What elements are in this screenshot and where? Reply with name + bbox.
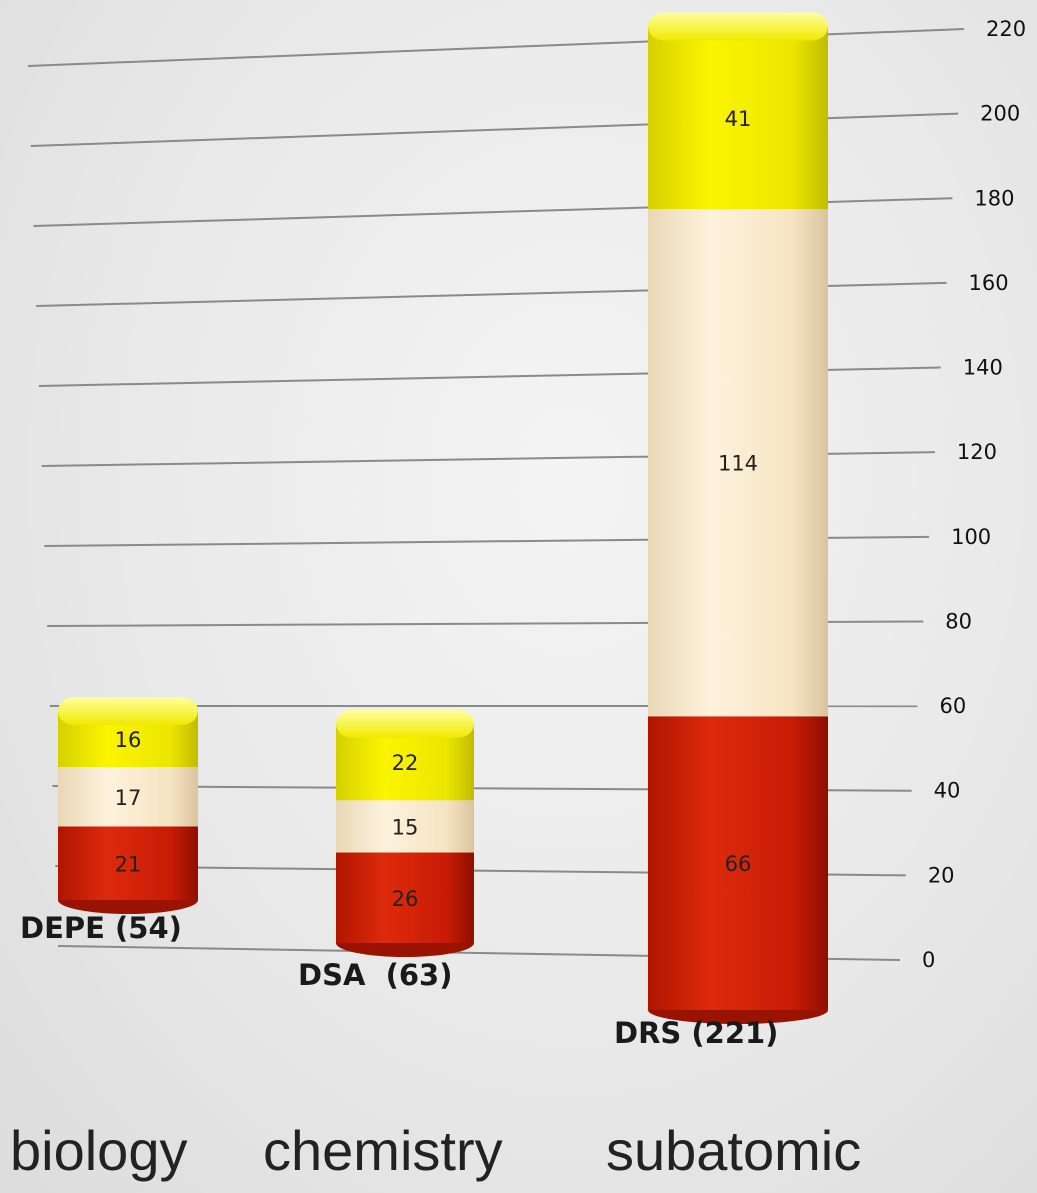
y-tick-label-80: 80 bbox=[945, 609, 972, 633]
bar-top-cap bbox=[336, 709, 474, 738]
y-axis-tick-labels: 0 20 40 60 80 100 120 140 160 180 200 220 bbox=[922, 17, 1026, 972]
bar-segment-cream bbox=[336, 800, 474, 853]
bar-1: 21 17 16 bbox=[58, 697, 198, 914]
field-label-subatomic: subatomic bbox=[606, 1119, 862, 1182]
data-label-yellow: 22 bbox=[392, 751, 419, 775]
bars: 21 17 16 26 15 22 66 114 41 bbox=[58, 12, 828, 1024]
y-tick-label-100: 100 bbox=[951, 525, 991, 549]
bar-segment-cream bbox=[648, 209, 828, 717]
bar-segment-cream bbox=[58, 767, 198, 827]
y-tick-label-60: 60 bbox=[939, 694, 966, 718]
field-label-chemistry: chemistry bbox=[263, 1119, 503, 1182]
field-label-biology: biology bbox=[10, 1119, 188, 1182]
category-label-2: DSA (63) bbox=[298, 958, 452, 992]
bar-top-cap bbox=[58, 697, 198, 725]
category-label-1: DEPE (54) bbox=[20, 911, 182, 945]
bar-segment-red bbox=[336, 852, 474, 943]
bar-segment-red bbox=[58, 826, 198, 900]
y-tick-label-120: 120 bbox=[957, 440, 997, 464]
data-label-red: 66 bbox=[725, 852, 752, 876]
data-label-red: 26 bbox=[392, 887, 419, 911]
data-label-red: 21 bbox=[115, 852, 142, 876]
y-tick-label-40: 40 bbox=[934, 779, 961, 803]
y-tick-label-180: 180 bbox=[974, 186, 1014, 210]
bar-segment-red bbox=[648, 716, 828, 1010]
category-label-3: DRS (221) bbox=[614, 1016, 778, 1050]
data-label-cream: 17 bbox=[115, 786, 142, 810]
data-label-yellow: 41 bbox=[725, 107, 752, 131]
data-label-cream: 114 bbox=[718, 452, 758, 476]
category-labels: DEPE (54) DSA (63) DRS (221) bbox=[20, 911, 778, 1050]
y-tick-label-200: 200 bbox=[980, 102, 1020, 126]
y-tick-label-20: 20 bbox=[928, 863, 955, 887]
bar-3: 66 114 41 bbox=[648, 12, 828, 1024]
y-tick-label-160: 160 bbox=[969, 271, 1009, 295]
y-tick-label-140: 140 bbox=[963, 356, 1003, 380]
bar-segment-yellow bbox=[648, 26, 828, 209]
field-labels: biology chemistry subatomic bbox=[0, 1118, 1037, 1193]
y-tick-label-220: 220 bbox=[986, 17, 1026, 41]
data-label-yellow: 16 bbox=[115, 728, 142, 752]
y-tick-label-0: 0 bbox=[922, 948, 935, 972]
bar-2: 26 15 22 bbox=[336, 709, 474, 957]
bar-top-cap bbox=[648, 12, 828, 41]
data-label-cream: 15 bbox=[392, 815, 419, 839]
